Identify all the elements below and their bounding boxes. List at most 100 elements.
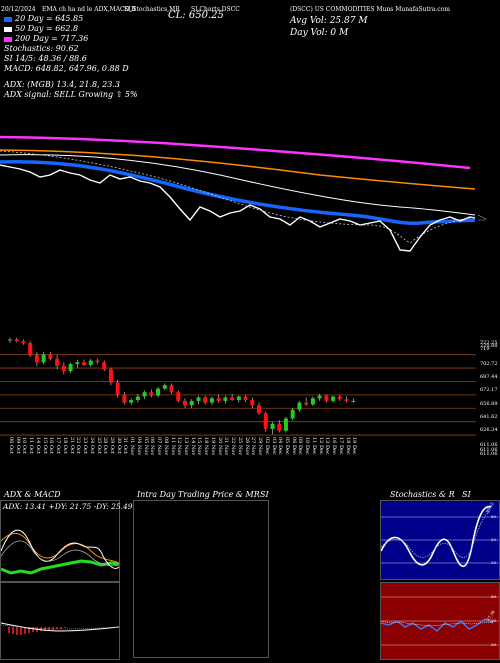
candle-body — [344, 399, 349, 401]
candle-body — [129, 400, 134, 403]
candle-body — [135, 396, 140, 401]
stochastics-panel: 80 50 20 90.62 — [380, 500, 500, 580]
candle-body — [41, 354, 46, 363]
candle-body — [243, 396, 248, 401]
macd-panel — [0, 582, 120, 660]
candle-body — [216, 398, 221, 401]
date-label: 10 Dec — [304, 437, 311, 455]
stoch-d-line — [380, 510, 492, 558]
date-label: 06 Dec — [290, 437, 297, 455]
price-label: 611.06 — [480, 447, 498, 453]
adx-grey-line — [0, 540, 120, 567]
rsi-line — [380, 618, 494, 632]
date-label: 31 Oct — [122, 437, 129, 454]
ema-label: EMA ch ha nd le ADX,MACD,B — [42, 6, 136, 13]
adx-white-line — [0, 529, 120, 570]
candle-body — [183, 400, 187, 406]
date-label: 05 Dec — [283, 437, 290, 455]
date-label: 15 Nov — [196, 437, 203, 456]
candle-body — [149, 392, 154, 396]
ma200-value: 200 Day = 717.36 — [15, 34, 89, 43]
candle-body — [337, 396, 342, 400]
candle-body — [95, 360, 100, 363]
candle-body — [209, 398, 214, 403]
date-label: 11 Dec — [310, 437, 317, 455]
adx-lines — [0, 529, 120, 575]
candle-body — [297, 402, 302, 410]
price-label: 687.44 — [480, 374, 498, 380]
adx-panel-title: ADX & MACD — [4, 490, 61, 499]
moving-average-chart — [0, 135, 487, 252]
date-label: 01 Nov — [129, 437, 136, 456]
date-label: 13 Nov — [183, 437, 189, 456]
adx-orange-line — [0, 532, 120, 564]
stoch-tick-80: 80 — [491, 514, 497, 519]
candle-body — [223, 397, 228, 401]
date-label: 26 Nov — [243, 437, 250, 456]
avg-volume: Avg Vol: 25.87 M — [290, 16, 368, 26]
candle-body — [196, 397, 201, 401]
candle-body — [14, 339, 19, 342]
date-label: 12 Dec — [317, 437, 324, 455]
rsi-tick-50: 50 — [491, 618, 497, 623]
date-label: 04 Nov — [135, 437, 142, 456]
rsi-panel: 80 50 20 47.36 — [380, 582, 500, 660]
ma20-line — [0, 160, 476, 226]
price-label: 672.17 — [480, 387, 498, 393]
candle-body — [270, 423, 275, 429]
date-label: 19 Dec — [351, 437, 358, 455]
candle-body — [55, 358, 60, 366]
date-label: 23 Oct — [82, 437, 89, 454]
date-label: 13 Dec — [324, 437, 331, 455]
candle-body — [82, 362, 87, 365]
date-label: 08 Nov — [162, 437, 169, 456]
si-panel-title: SI — [260, 490, 269, 499]
candle-body — [277, 423, 282, 431]
stoch-tick-20: 20 — [491, 560, 497, 565]
stats-block: 20 Day = 645.85 50 Day = 662.8 200 Day =… — [4, 14, 138, 100]
rsi-signal-line — [380, 620, 494, 627]
date-label: 22 Nov — [230, 437, 237, 456]
candle-body — [263, 413, 268, 429]
adx-panel: ADX: 13.41 +DY: 21.75 -DY: 25.49 — [0, 500, 133, 582]
ma50-row: 50 Day = 662.8 — [4, 24, 138, 34]
date-label: 03 Dec — [270, 437, 277, 455]
intraday-panel — [133, 500, 269, 658]
candle-body — [34, 355, 39, 363]
date-label: 27 Nov — [250, 437, 257, 456]
date-label: 04 Dec — [277, 437, 284, 455]
date-label: 09 Dec — [297, 437, 304, 455]
stoch-panel-title: Stochastics & R — [390, 490, 455, 499]
candle-body — [290, 409, 295, 419]
candle-body — [142, 392, 147, 397]
candle-body — [283, 418, 288, 431]
price-label: 641.62 — [480, 414, 498, 420]
candle-body — [75, 362, 80, 365]
candle-body — [351, 400, 356, 402]
date-label: 09 Oct — [14, 437, 21, 454]
candle-body — [21, 341, 26, 344]
date-label: 30 Oct — [115, 437, 122, 454]
candle-body — [176, 392, 181, 401]
date-label: 16 Dec — [331, 437, 338, 455]
date-label: 25 Oct — [95, 437, 102, 454]
date-label: 18 Nov — [203, 437, 210, 456]
candle-body — [203, 397, 208, 403]
date-label: 11 Nov — [169, 437, 176, 456]
date-label: 06 Oct — [8, 437, 14, 454]
date-label: 21 Nov — [223, 437, 230, 456]
small-cursor-icon — [477, 214, 487, 221]
stoch-label: SI,Stochastics,MR — [124, 6, 180, 13]
candle-body — [88, 360, 93, 365]
candlestick-chart — [0, 337, 476, 436]
ma50-value: 50 Day = 662.8 — [15, 24, 79, 33]
date-label: 06 Nov — [149, 437, 156, 456]
company-label: (DSCC) US COMMODITIES Muns MunafaSutra.c… — [290, 6, 450, 13]
rsi-tick-20: 20 — [491, 642, 497, 647]
candle-body — [236, 396, 241, 401]
candle-body — [122, 394, 127, 403]
date-label: 11 Oct — [28, 437, 35, 454]
stoch-k-line — [380, 505, 492, 568]
date-label: 18 Oct — [61, 437, 68, 454]
si-label: SI Charts DSCC — [191, 6, 240, 13]
